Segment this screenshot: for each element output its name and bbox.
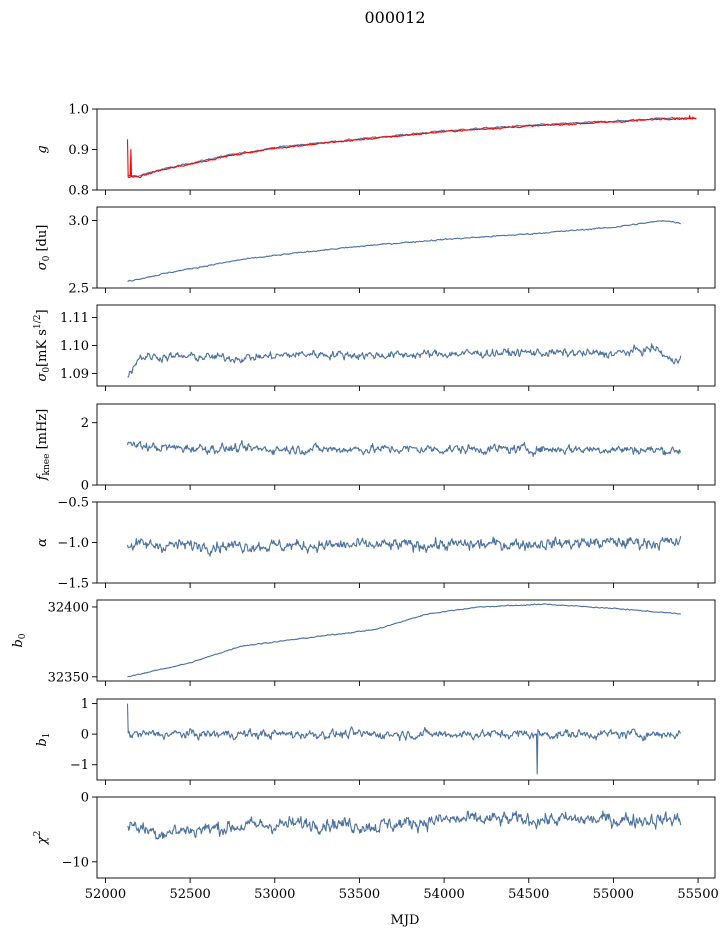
panel-1-ytick-label: 0.9	[68, 143, 89, 158]
panel-7-series-1	[126, 703, 682, 775]
xtick-label: 53500	[339, 887, 380, 902]
panel-4: 0 2 fknee [mHz]	[35, 403, 716, 494]
xtick-label: 55500	[677, 887, 718, 902]
panel-8-series-1	[127, 810, 682, 840]
panel-4-ytick-label: 0	[81, 479, 89, 494]
panel-6-ytick-label: 32400	[48, 600, 89, 615]
panel-3-series-1	[127, 343, 682, 378]
x-axis-label: MJD	[391, 913, 420, 928]
panel-8-ytick-label: 0	[81, 791, 89, 806]
panel-3-ytick-label: 1.11	[60, 311, 89, 326]
panel-6-ylabel: b0	[11, 633, 28, 647]
panel-6: 32350 32400 b0	[11, 599, 716, 686]
panel-5-ytick-label: −0.5	[57, 496, 89, 511]
panel-2-ytick-label: 3.0	[68, 214, 89, 229]
panel-4-ytick-label: 2	[81, 416, 89, 431]
panel-2-ylabel: σ0 [du]	[35, 225, 52, 271]
panel-2: 2.5 3.0 σ0 [du]	[35, 206, 716, 297]
xtick-label: 54000	[423, 887, 464, 902]
figure-title: 000012	[364, 8, 425, 27]
xtick-label: 54500	[508, 887, 549, 902]
panel-8-frame	[96, 796, 716, 879]
panel-3-ytick-label: 1.10	[60, 339, 89, 354]
panel-2-series-1	[127, 220, 681, 282]
panel-8: −10 0 52000 52500 53000 53500 54000 54500 55000 5…	[33, 791, 719, 903]
panel-4-series-1	[126, 439, 682, 457]
panel-7-ytick-label: 0	[81, 728, 89, 743]
panel-7-ylabel: b1	[35, 732, 52, 746]
panel-2-frame	[96, 206, 716, 289]
panel-3: 1.09 1.10 1.11 σ0[mK s1/2]	[33, 304, 716, 391]
panel-7: −1 0 1 b1	[35, 697, 716, 785]
xtick-label: 55000	[593, 887, 634, 902]
panel-1-ytick-label: 1.0	[68, 103, 89, 118]
panel-4-ylabel: fknee [mHz]	[35, 409, 52, 482]
panel-3-frame	[96, 304, 716, 387]
panel-1-series-1	[127, 116, 697, 178]
panel-5-ytick-label: −1.5	[57, 577, 89, 592]
panel-2-ytick-label: 2.5	[68, 282, 89, 297]
panel-1: 0.8 0.9 1.0 g	[35, 103, 716, 199]
panel-3-ylabel: σ0[mK s1/2]	[33, 309, 52, 381]
xtick-label: 53000	[254, 887, 295, 902]
panel-5-ylabel: α	[35, 538, 50, 547]
panel-6-ytick-label: 32350	[48, 670, 89, 685]
panel-7-ytick-label: 1	[81, 697, 89, 712]
panel-8-ytick-label: −10	[62, 855, 89, 870]
panel-7-ytick-label: −1	[70, 758, 89, 773]
panel-5-series-1	[126, 535, 682, 557]
panel-1-ylabel: g	[35, 145, 50, 153]
panel-6-frame	[96, 599, 716, 682]
panel-5-ytick-label: −1.0	[57, 536, 89, 551]
xtick-label: 52000	[85, 887, 126, 902]
panel-5: −1.5 −1.0 −0.5 α	[35, 496, 716, 592]
panel-1-series-2	[126, 114, 697, 179]
panel-8-ylabel: χ2	[33, 831, 50, 846]
xtick-label: 52500	[169, 887, 210, 902]
panel-3-ytick-label: 1.09	[60, 367, 89, 382]
panel-7-frame	[96, 698, 716, 781]
panel-1-ytick-label: 0.8	[68, 184, 89, 199]
panel-6-series-1	[127, 603, 681, 678]
panel-4-frame	[96, 403, 716, 486]
